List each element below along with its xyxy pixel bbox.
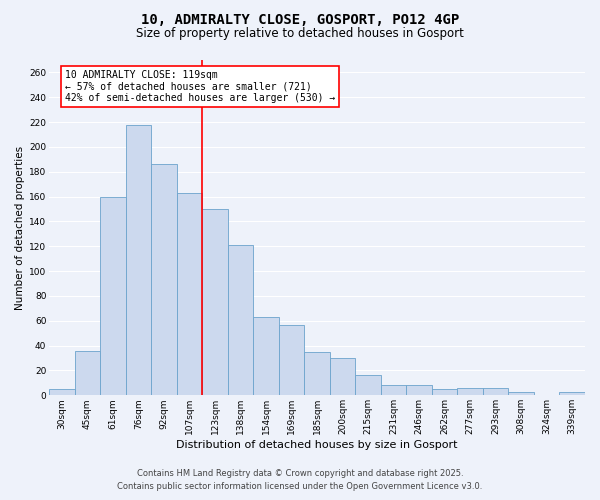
- Bar: [330, 358, 355, 396]
- X-axis label: Distribution of detached houses by size in Gosport: Distribution of detached houses by size …: [176, 440, 458, 450]
- Bar: [483, 388, 508, 396]
- Bar: [253, 317, 279, 396]
- Bar: [381, 386, 406, 396]
- Bar: [177, 193, 202, 396]
- Bar: [202, 209, 228, 396]
- Text: Size of property relative to detached houses in Gosport: Size of property relative to detached ho…: [136, 28, 464, 40]
- Bar: [151, 164, 177, 396]
- Bar: [432, 389, 457, 396]
- Y-axis label: Number of detached properties: Number of detached properties: [15, 146, 25, 310]
- Bar: [279, 324, 304, 396]
- Bar: [75, 350, 100, 396]
- Bar: [100, 196, 126, 396]
- Bar: [304, 352, 330, 396]
- Bar: [355, 376, 381, 396]
- Bar: [559, 392, 585, 396]
- Text: Contains HM Land Registry data © Crown copyright and database right 2025.
Contai: Contains HM Land Registry data © Crown c…: [118, 470, 482, 491]
- Text: 10, ADMIRALTY CLOSE, GOSPORT, PO12 4GP: 10, ADMIRALTY CLOSE, GOSPORT, PO12 4GP: [141, 12, 459, 26]
- Bar: [49, 389, 75, 396]
- Bar: [508, 392, 534, 396]
- Bar: [126, 124, 151, 396]
- Bar: [457, 388, 483, 396]
- Bar: [406, 386, 432, 396]
- Bar: [228, 245, 253, 396]
- Text: 10 ADMIRALTY CLOSE: 119sqm
← 57% of detached houses are smaller (721)
42% of sem: 10 ADMIRALTY CLOSE: 119sqm ← 57% of deta…: [65, 70, 335, 103]
